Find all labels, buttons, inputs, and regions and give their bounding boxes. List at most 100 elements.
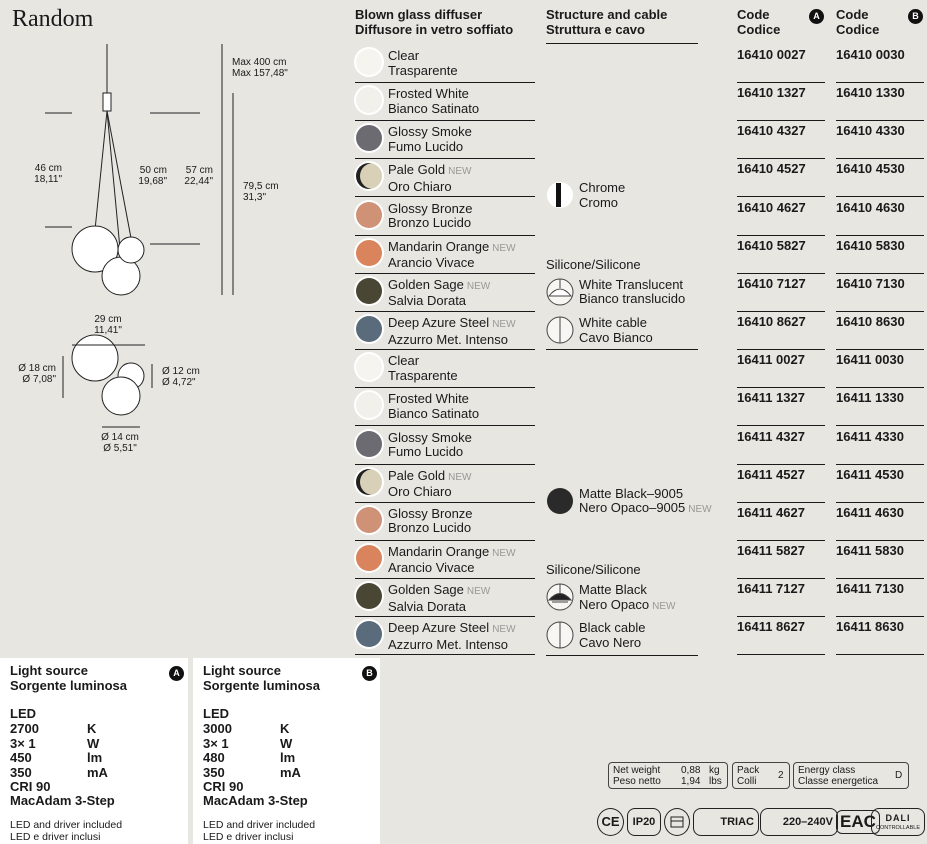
spec-unit: mA [280, 764, 301, 780]
code: 16411 0030 [836, 352, 904, 368]
swatch [356, 392, 382, 419]
header-line: Blown glass diffuser [355, 7, 483, 22]
dimension-label: 79,5 cm 31,3" [243, 181, 279, 203]
name-it: Bianco Satinato [388, 405, 480, 421]
spec-value: 480 [203, 750, 225, 765]
spec-value: 3000 [203, 721, 232, 736]
spec-unit: mA [87, 764, 108, 780]
code: 16410 0030 [836, 47, 905, 62]
rule [737, 577, 825, 579]
code: 16410 0027 [737, 47, 806, 62]
weight-value: 1,94 [681, 776, 701, 787]
rule [737, 234, 825, 236]
code: 16411 7130 [836, 581, 904, 597]
dimension-line: 29 cm [94, 314, 122, 325]
structure-header: Structure and cable Struttura e cavo [546, 7, 667, 37]
diffuser-name: Glossy Bronze Bronzo Lucido [388, 201, 473, 231]
cable-en: White Translucent [579, 276, 684, 292]
code: 16411 1327 [737, 390, 805, 406]
name-en: Frosted White [388, 392, 479, 407]
code: 16411 4527 [737, 466, 805, 482]
rule [737, 463, 825, 465]
rule [355, 654, 535, 656]
silicone-label: Silicone/Silicone [546, 561, 641, 577]
cable-en: White cable [579, 315, 647, 331]
code: 16411 4327 [737, 428, 805, 444]
code-header: Code Codice [737, 7, 780, 37]
name-en: Clear [388, 353, 458, 369]
ce-mark: CE [597, 808, 624, 836]
rule [836, 539, 924, 541]
spec-value: 3× 1 [203, 735, 229, 751]
code: 16411 8627 [737, 619, 805, 635]
header-line: Struttura e cavo [546, 22, 645, 37]
text: Cavo Bianco [579, 329, 653, 345]
new-tag: NEW [466, 586, 491, 598]
rule [737, 196, 825, 198]
light-title: Light source Sorgente luminosa [10, 663, 128, 693]
dimension-line: 22,44" [184, 176, 213, 187]
diffuser-name: Frosted White Bianco Satinato [388, 392, 479, 421]
dimension-line: Ø 5,51" [103, 443, 137, 454]
cri: CRI 90 [203, 779, 244, 794]
text: Deep Azure Steel [388, 315, 490, 331]
swatch [356, 583, 382, 610]
text: Nero Opaco [579, 596, 650, 612]
dimension-label: 29 cm 11,41" [80, 314, 136, 336]
new-tag: NEW [492, 242, 516, 254]
dimension-label: 57 cm 22,44" [168, 165, 213, 187]
name-en: Deep Azure Steel NEW [388, 315, 516, 333]
weight-unit: lbs [709, 776, 722, 787]
name-en: Mandarin Orange NEW [388, 544, 516, 562]
dimension-line: 31,3" [243, 192, 267, 203]
text: Frosted White [388, 391, 469, 407]
text: Cromo [579, 194, 619, 210]
text: Deep Azure Steel [388, 620, 490, 636]
dimension-line: Max 157,48" [232, 68, 288, 79]
code: 16410 1330 [836, 85, 905, 101]
dimension-line: Max 400 cm [232, 57, 287, 68]
cable-en: Black cable [579, 620, 646, 636]
swatch [356, 316, 382, 343]
note: LED e driver inclusi [10, 831, 101, 843]
badge: B [362, 666, 377, 681]
silicone-label: Silicone/Silicone [546, 256, 641, 272]
finish-en: Matte Black–9005 [579, 485, 684, 501]
text: Clear [388, 353, 420, 369]
code: 16410 5830 [836, 237, 905, 253]
text: Clear [388, 48, 420, 63]
cable: White cable Cavo Bianco [579, 316, 653, 345]
swatch [356, 544, 382, 571]
energy-label: Classe energetica [798, 776, 879, 787]
name-en: Pale Gold NEW [388, 163, 471, 180]
weight-box: Net weight 0,88 kg Peso netto 1,94 lbs [608, 762, 728, 789]
dimension-line: 18,11" [34, 174, 62, 185]
rule [355, 158, 535, 160]
name-en: Deep Azure Steel NEW [388, 621, 516, 638]
code: 16411 7127 [737, 581, 805, 597]
structure-icon [546, 621, 574, 649]
dimension-line: 11,41" [94, 325, 122, 336]
fixture-icon [664, 808, 690, 836]
rule [737, 539, 825, 541]
triac-icon: TRIAC [693, 808, 759, 836]
rule [836, 234, 924, 236]
rule [737, 501, 825, 503]
name-it: Bianco Satinato [388, 100, 480, 116]
rule [836, 349, 924, 351]
dimension-line: Ø 7,08" [22, 374, 56, 385]
text: Nero Opaco–9005 [579, 500, 686, 516]
dimension-line: 19,68" [138, 176, 167, 187]
rule [355, 501, 535, 503]
diagram [45, 44, 234, 428]
code: 16410 5827 [737, 237, 806, 253]
weight-unit: kg [709, 765, 720, 776]
swatch [356, 621, 382, 648]
swatch [356, 87, 382, 114]
led-type: LED [203, 706, 229, 721]
weight-value: 0,88 [681, 765, 701, 776]
name-it: Arancio Vivace [388, 560, 475, 576]
title-line: Sorgente luminosa [10, 677, 128, 693]
note: LED and driver included [203, 819, 316, 831]
